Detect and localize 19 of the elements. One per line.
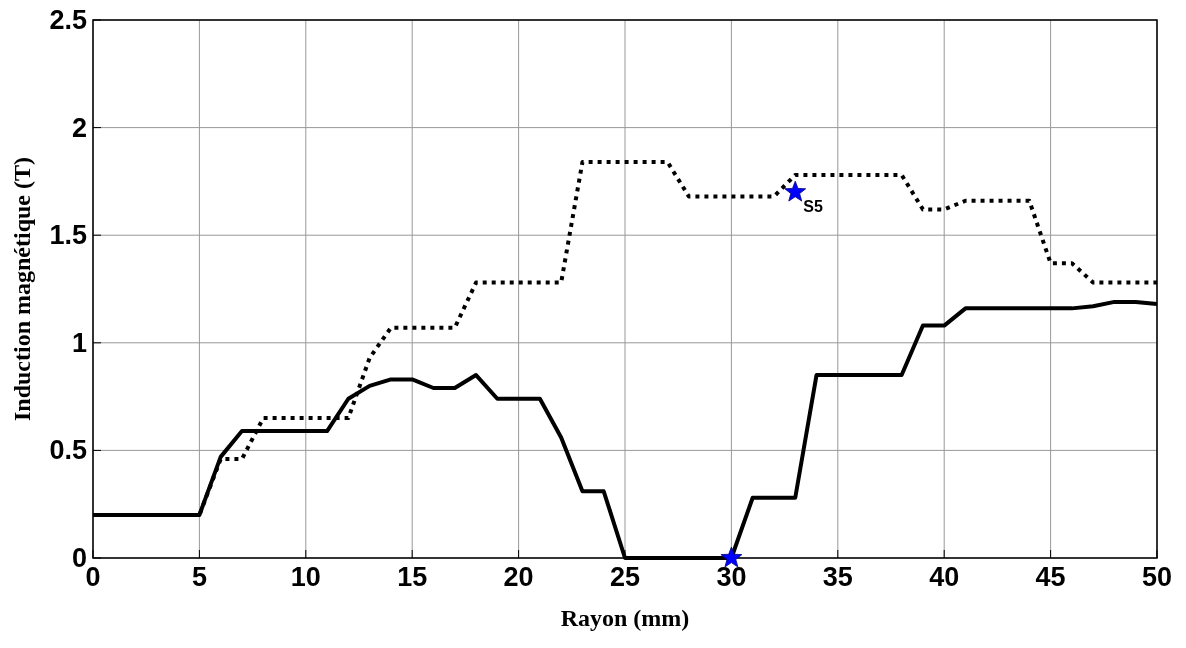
y-tick-label: 2.5	[49, 5, 87, 35]
x-tick-label: 20	[503, 562, 534, 592]
x-axis-title: Rayon (mm)	[560, 605, 690, 631]
annotation: S5	[803, 198, 823, 216]
y-tick-label: 2	[71, 112, 87, 143]
y-tick-label: 0	[71, 543, 87, 573]
x-tick-label: 50	[1141, 562, 1173, 592]
x-tick-label: 40	[929, 562, 960, 592]
x-tick-label: 5	[191, 562, 207, 592]
y-tick-label: 1.5	[49, 220, 87, 251]
y-tick-label: 0.5	[49, 435, 87, 466]
x-tick-label: 35	[822, 562, 853, 592]
x-tick-label: 25	[609, 562, 641, 592]
x-tick-label: 10	[290, 562, 321, 592]
x-tick-label: 30	[716, 562, 747, 592]
x-tick-label: 15	[397, 562, 428, 592]
x-tick-label: 45	[1035, 562, 1066, 592]
y-tick-label: 1	[71, 327, 87, 358]
y-axis-title: Induction magnétique (T)	[9, 156, 35, 422]
